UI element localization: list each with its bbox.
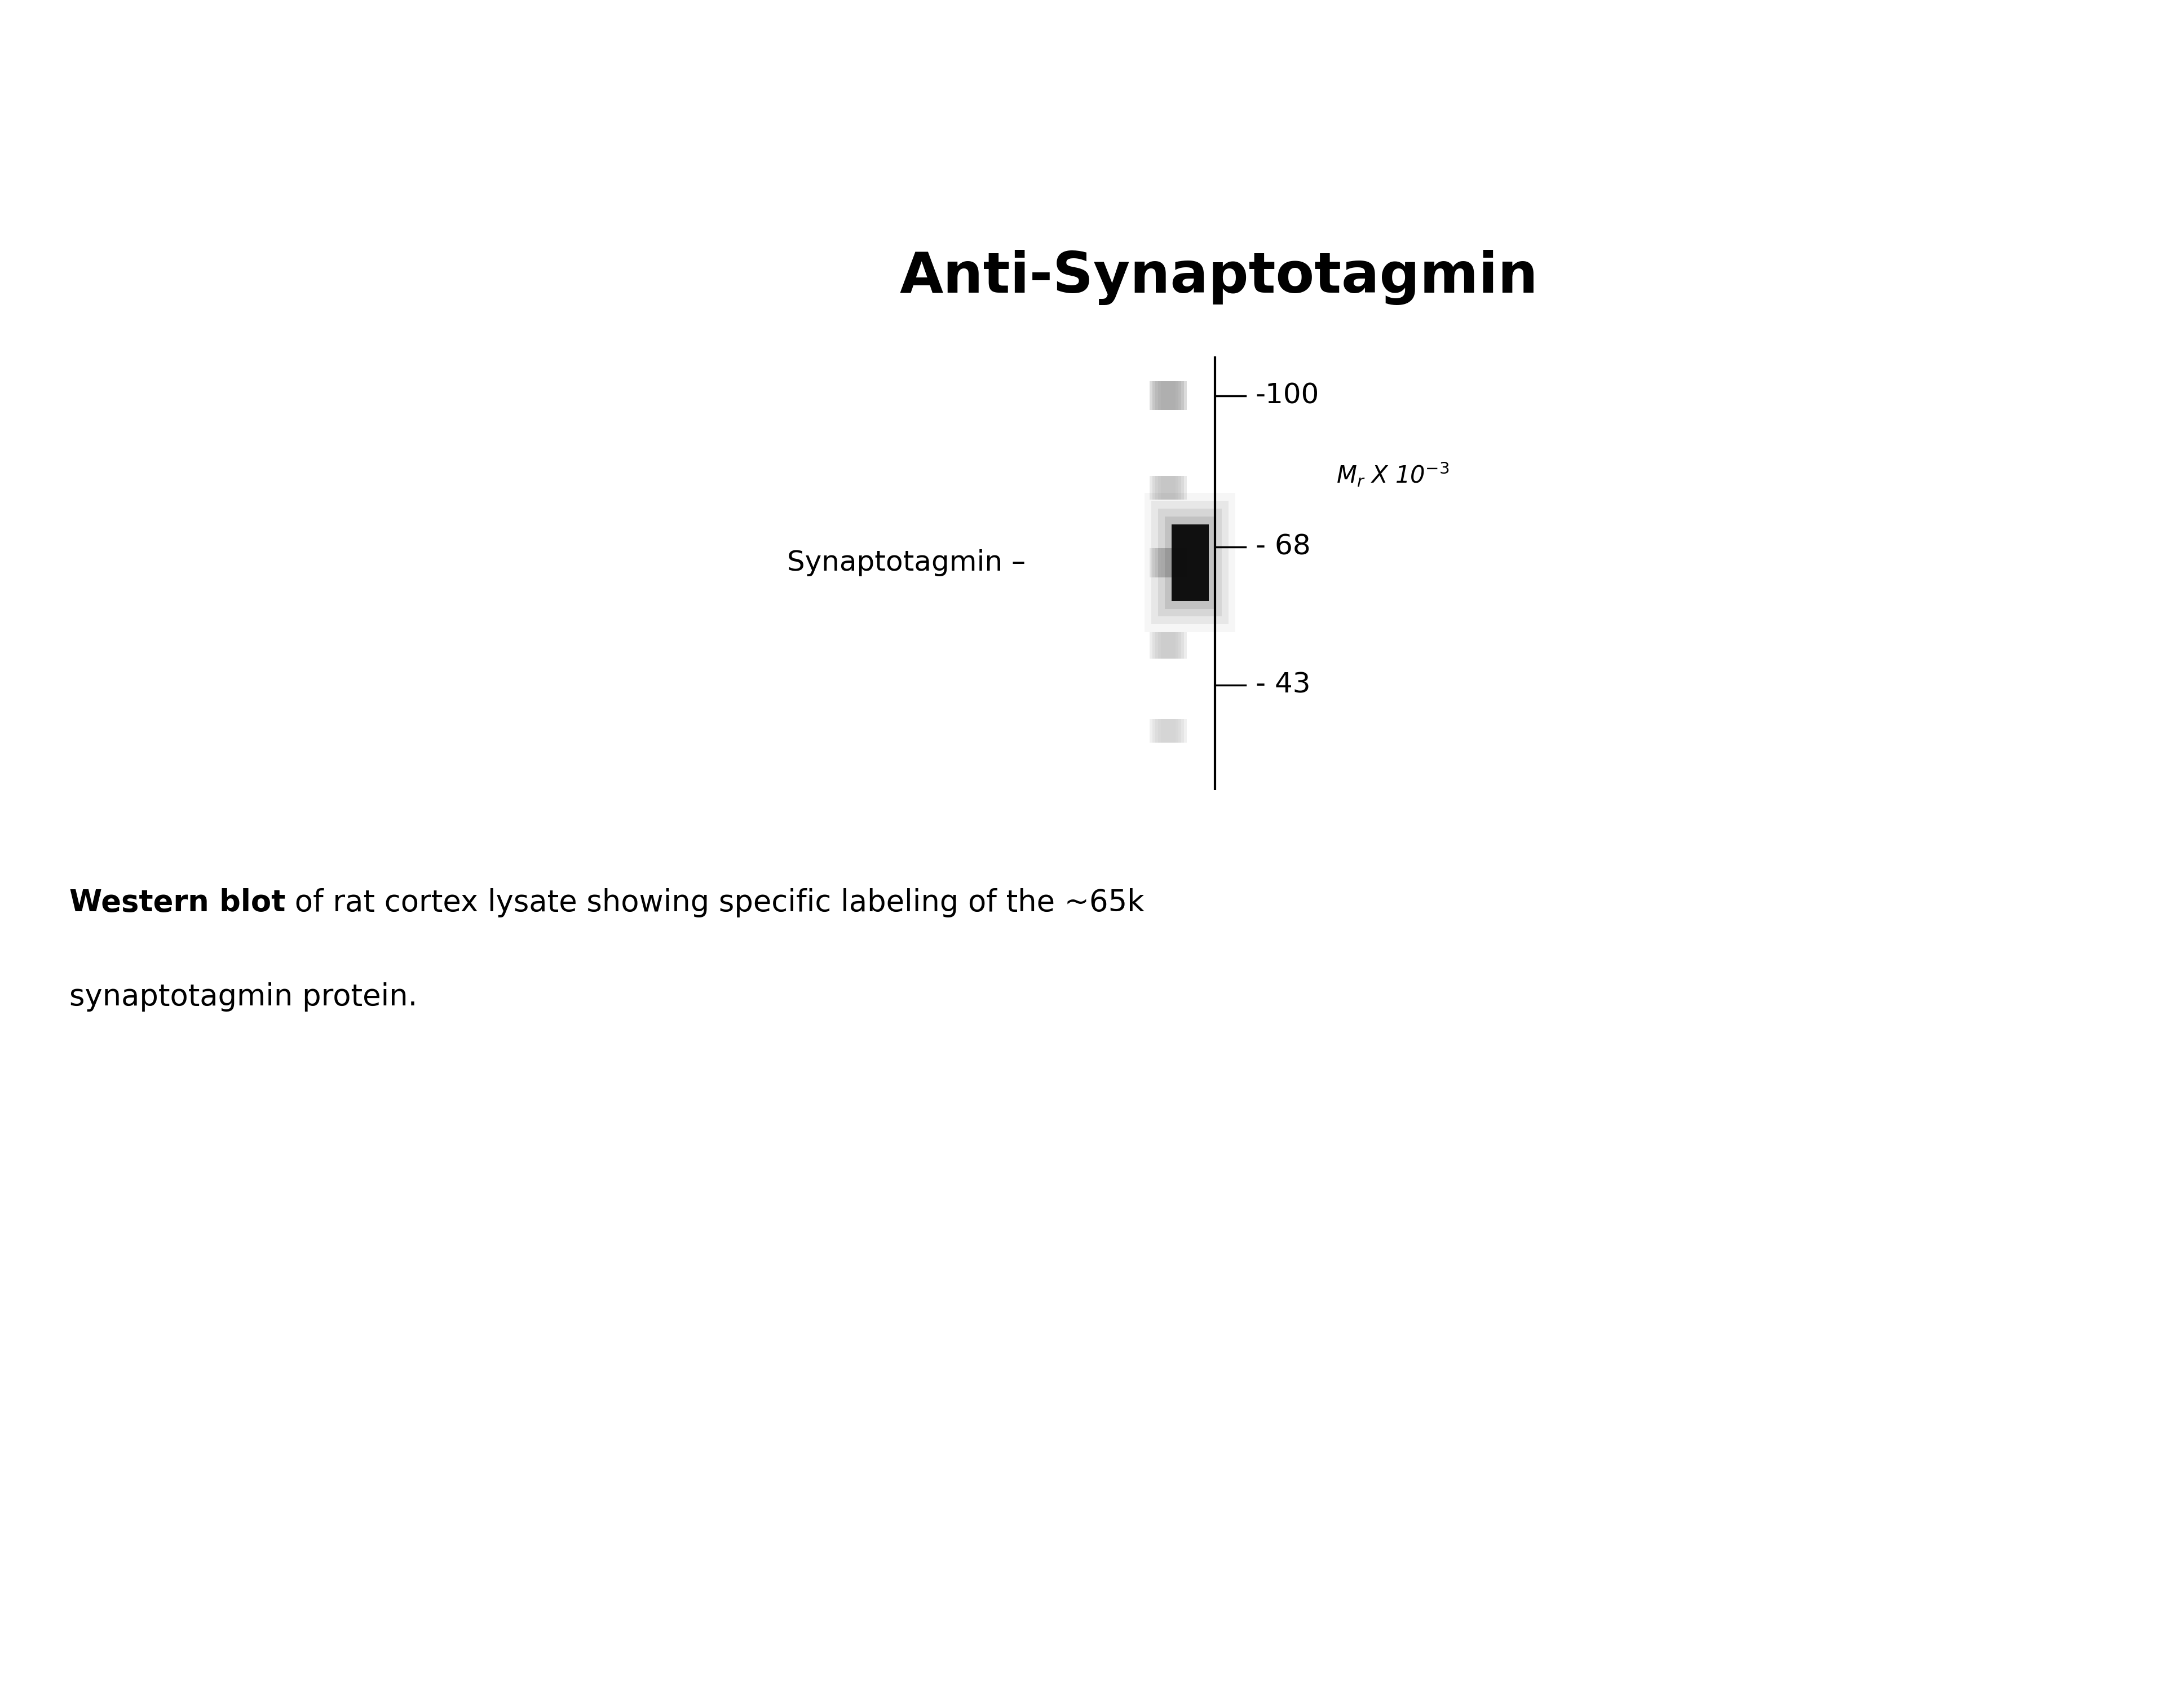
Bar bbox=[1156, 719, 1182, 743]
Bar bbox=[1160, 477, 1176, 499]
Bar bbox=[1158, 548, 1178, 577]
Text: Anti-Synaptotagmin: Anti-Synaptotagmin bbox=[898, 249, 1537, 306]
Text: Western blot: Western blot bbox=[69, 888, 286, 917]
Bar bbox=[1158, 632, 1178, 659]
Bar bbox=[1152, 548, 1184, 577]
Bar bbox=[1160, 719, 1176, 743]
Bar bbox=[1158, 477, 1178, 499]
Text: - 43: - 43 bbox=[1256, 671, 1310, 699]
Bar bbox=[1158, 381, 1178, 410]
Bar bbox=[1150, 632, 1186, 659]
Text: of rat cortex lysate showing specific labeling of the ~65k: of rat cortex lysate showing specific la… bbox=[286, 888, 1145, 917]
Bar bbox=[1156, 477, 1182, 499]
Bar bbox=[1152, 632, 1184, 659]
Bar bbox=[1156, 632, 1182, 659]
Bar bbox=[1152, 477, 1184, 499]
Bar bbox=[1150, 548, 1186, 577]
Bar bbox=[1158, 719, 1178, 743]
Text: -100: -100 bbox=[1256, 383, 1318, 410]
Bar bbox=[1152, 500, 1230, 625]
Text: M$_r$ X 10$^{-3}$: M$_r$ X 10$^{-3}$ bbox=[1336, 461, 1448, 488]
Bar bbox=[1160, 548, 1176, 577]
Bar bbox=[1150, 381, 1186, 410]
Bar bbox=[1150, 477, 1186, 499]
Bar bbox=[1160, 632, 1176, 659]
Text: synaptotagmin protein.: synaptotagmin protein. bbox=[69, 982, 418, 1011]
Bar bbox=[1152, 381, 1184, 410]
Bar bbox=[1145, 494, 1236, 632]
Text: Synaptotagmin –: Synaptotagmin – bbox=[788, 550, 1026, 576]
Bar bbox=[1150, 719, 1186, 743]
Bar bbox=[1158, 509, 1221, 617]
Bar bbox=[1160, 381, 1176, 410]
Bar bbox=[1165, 516, 1215, 608]
Text: - 68: - 68 bbox=[1256, 533, 1310, 560]
Bar bbox=[1156, 548, 1182, 577]
Bar bbox=[1171, 524, 1208, 601]
Bar bbox=[1156, 381, 1182, 410]
Bar bbox=[1152, 719, 1184, 743]
